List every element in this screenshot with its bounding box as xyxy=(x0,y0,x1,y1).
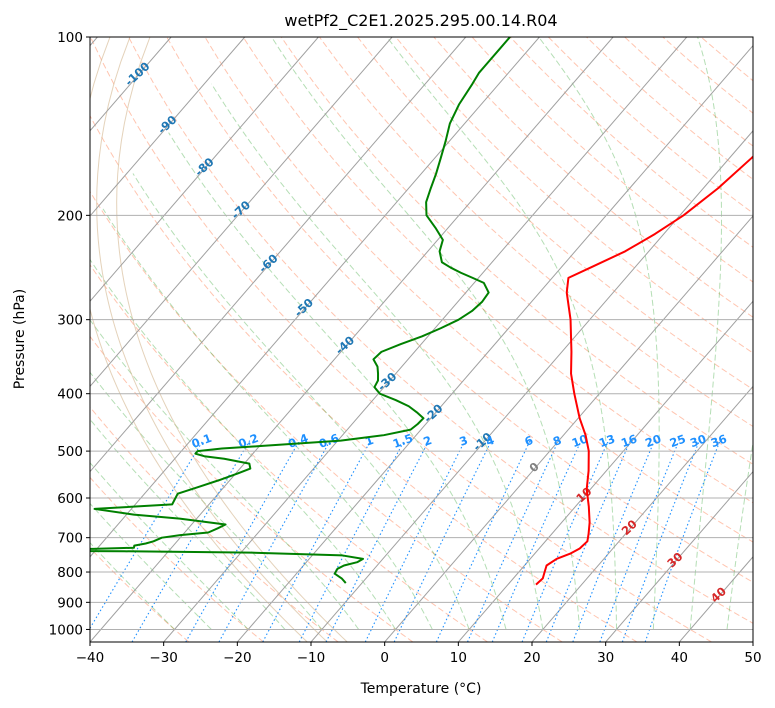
dry-adiabat xyxy=(90,114,638,642)
moist-adiabat xyxy=(168,132,507,630)
mixing-ratio-line xyxy=(218,440,331,642)
isotherm xyxy=(163,37,688,642)
moist-adiabat xyxy=(689,37,722,630)
y-tick-label: 800 xyxy=(57,565,83,581)
mixing-ratio-line xyxy=(131,440,251,642)
mixing-ratio-line xyxy=(90,440,204,630)
moist-adiabat xyxy=(90,418,286,630)
reference-curve xyxy=(116,37,348,642)
x-tick-label: 50 xyxy=(744,650,761,666)
dry-adiabat xyxy=(90,37,712,642)
moist-adiabat xyxy=(271,37,581,630)
reference-curve xyxy=(96,37,328,642)
mixing-ratio-label: 10 xyxy=(570,432,590,451)
x-tick-label: −10 xyxy=(297,650,326,666)
moist-adiabat xyxy=(386,37,618,630)
dry-adiabat xyxy=(128,37,753,624)
moist-adiabat xyxy=(211,83,544,630)
y-tick-label: 900 xyxy=(57,595,83,611)
isotherm xyxy=(236,44,753,642)
y-tick-label: 500 xyxy=(57,444,83,460)
y-axis-ticks: 100 200 300 400 500 600 700 800 900 1000 xyxy=(49,30,90,638)
mixing-ratio-label: 16 xyxy=(619,432,639,451)
y-tick-label: 400 xyxy=(57,387,83,403)
dry-adiabat xyxy=(357,37,753,390)
moist-adiabat xyxy=(90,319,360,630)
dry-adiabat xyxy=(242,37,753,504)
thermodynamic-background xyxy=(90,37,775,642)
mixing-ratio-label: 13 xyxy=(597,432,617,451)
mixing-ratio-line xyxy=(467,440,560,642)
mixing-ratio-line xyxy=(644,440,721,642)
profile-series xyxy=(90,37,753,586)
x-tick-label: 0 xyxy=(380,650,389,666)
isotherm xyxy=(90,37,540,558)
mixing-ratio-label: 1.5 xyxy=(391,431,415,451)
y-tick-label: 600 xyxy=(57,491,83,507)
isotherm xyxy=(90,37,319,302)
dry-adiabat xyxy=(90,263,488,642)
line-labels: -100-90-80-70-60-50-40-30-20-10010203040… xyxy=(122,59,729,605)
isotherm xyxy=(90,37,614,642)
x-tick-label: 40 xyxy=(671,650,688,666)
dry-adiabat xyxy=(90,476,264,642)
y-tick-label: 700 xyxy=(57,531,83,547)
reference-curve xyxy=(90,37,308,642)
mixing-ratio-label: 30 xyxy=(688,432,708,451)
mixing-ratio-label: 25 xyxy=(668,432,688,451)
mixing-ratio-line xyxy=(491,440,582,642)
mixing-ratio-line xyxy=(185,440,300,642)
x-tick-label: 10 xyxy=(450,650,467,666)
moist-adiabat xyxy=(90,541,175,630)
x-tick-label: −40 xyxy=(76,650,105,666)
moist-adiabat xyxy=(764,37,775,629)
y-tick-label: 300 xyxy=(57,313,83,329)
mixing-ratio-line xyxy=(262,440,372,642)
plot-frame xyxy=(89,36,754,643)
mixing-ratio-line xyxy=(364,440,466,642)
moist-adiabat xyxy=(726,439,753,630)
dry-adiabat xyxy=(395,37,753,354)
dry-adiabat xyxy=(280,37,753,465)
x-tick-label: −20 xyxy=(223,650,252,666)
isotherm xyxy=(90,37,246,217)
isotherm xyxy=(90,37,393,388)
y-tick-label: 1000 xyxy=(49,622,83,638)
mixing-ratio-label: 0.1 xyxy=(190,431,214,451)
moist-adiabat xyxy=(90,502,212,630)
y-axis-label: Pressure (hPa) xyxy=(12,289,28,389)
dry-adiabat xyxy=(90,190,563,642)
moist-adiabat xyxy=(132,173,470,630)
isotherm xyxy=(310,130,753,642)
x-tick-label: −30 xyxy=(149,650,178,666)
moist-adiabat xyxy=(90,371,323,630)
chart-title: wetPf2_C2E1.2025.295.00.14.R04 xyxy=(284,11,557,31)
mixing-ratio-label: 20 xyxy=(643,432,663,451)
isotherm xyxy=(384,215,753,642)
temperature-line xyxy=(535,155,753,586)
isotherm xyxy=(752,641,753,642)
x-axis-label: Temperature (°C) xyxy=(360,681,482,697)
moist-adiabat xyxy=(90,258,396,630)
dry-adiabat xyxy=(471,37,753,283)
y-tick-label: 100 xyxy=(57,30,83,46)
isotherm xyxy=(605,470,753,642)
plot-area xyxy=(90,37,753,642)
dry-adiabat xyxy=(166,37,753,583)
moist-adiabat xyxy=(538,37,660,630)
x-tick-label: 20 xyxy=(523,650,540,666)
x-tick-label: 30 xyxy=(597,650,614,666)
isotherm xyxy=(457,300,753,642)
dewpoint-line xyxy=(90,37,511,584)
isotherm xyxy=(531,385,753,642)
isotherm xyxy=(90,37,467,473)
x-axis-ticks: −40 −30 −20 −10 0 10 20 30 40 50 xyxy=(76,642,762,666)
mixing-ratio-label: 0.4 xyxy=(286,431,310,451)
y-tick-label: 200 xyxy=(57,208,83,224)
mixing-ratio-label: 36 xyxy=(709,432,729,451)
